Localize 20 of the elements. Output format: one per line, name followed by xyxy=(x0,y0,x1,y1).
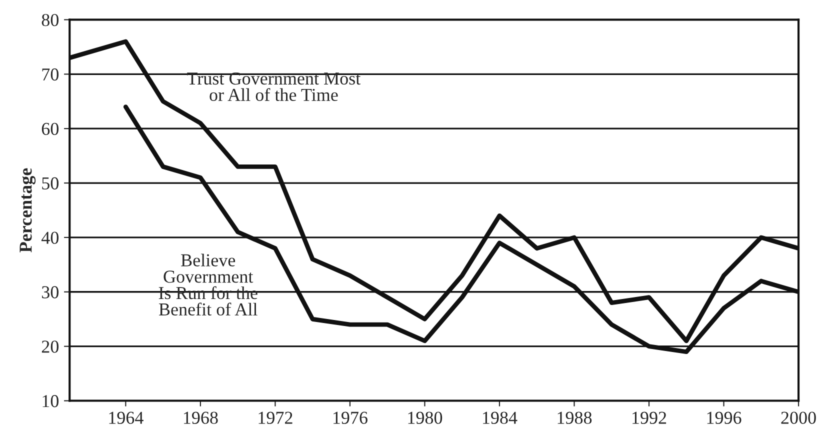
x-tick-label: 1972 xyxy=(258,412,292,424)
y-tick-label: 50 xyxy=(42,177,59,190)
x-tick-label: 1968 xyxy=(184,412,218,424)
y-axis-title: Percentage xyxy=(20,168,36,252)
x-tick-label: 1964 xyxy=(109,412,144,424)
y-tick-label: 60 xyxy=(42,122,59,136)
x-tick-label: 1980 xyxy=(408,412,442,424)
y-tick-label: 30 xyxy=(42,286,59,298)
y-tick-label: 40 xyxy=(41,232,59,244)
y-tick-label: 70 xyxy=(42,68,59,81)
y-tick-label: 20 xyxy=(42,340,59,353)
annotation: Trust Government Most or All of the Time xyxy=(187,72,361,102)
y-tick-label: 10 xyxy=(42,395,59,408)
x-tick-label: 1984 xyxy=(483,412,518,424)
x-tick-label: 2000 xyxy=(781,412,816,424)
x-tick-label: 1996 xyxy=(707,412,742,424)
y-tick-label: 80 xyxy=(42,14,59,26)
x-tick-label: 1976 xyxy=(334,412,368,424)
x-tick-label: 1988 xyxy=(558,412,592,424)
x-tick-label: 1992 xyxy=(632,412,666,424)
